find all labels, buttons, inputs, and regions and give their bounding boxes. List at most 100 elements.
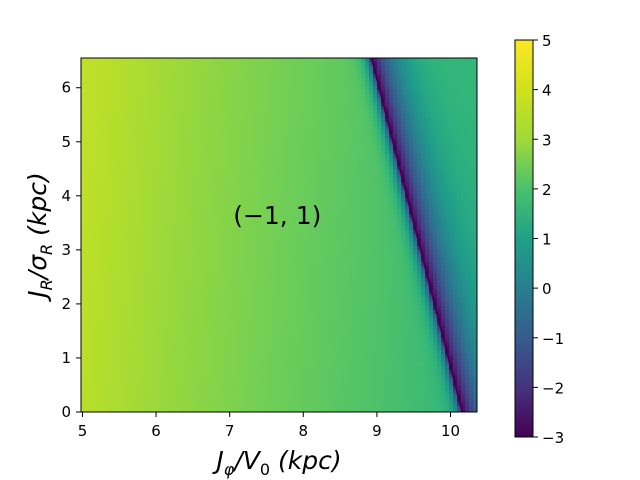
heatmap-cell	[137, 90, 142, 95]
heatmap-cell	[229, 78, 234, 83]
heatmap-cell	[121, 258, 126, 263]
heatmap-cell	[229, 82, 234, 87]
heatmap-cell	[289, 194, 294, 199]
heatmap-cell	[473, 150, 477, 155]
heatmap-cell	[93, 210, 98, 215]
heatmap-cell	[165, 110, 170, 115]
heatmap-cell	[201, 166, 206, 171]
heatmap-cell	[269, 246, 274, 251]
heatmap-cell	[201, 254, 206, 259]
heatmap-cell	[417, 122, 422, 127]
heatmap-cell	[333, 238, 338, 243]
heatmap-cell	[409, 166, 414, 171]
heatmap-cell	[253, 234, 258, 239]
heatmap-cell	[97, 114, 102, 119]
heatmap-cell	[397, 250, 402, 255]
heatmap-cell	[209, 146, 214, 151]
heatmap-cell	[253, 254, 258, 259]
heatmap-cell	[457, 146, 462, 151]
heatmap-cell	[397, 206, 402, 211]
heatmap-cell	[397, 150, 402, 155]
heatmap-cell	[369, 206, 374, 211]
heatmap-cell	[89, 98, 94, 103]
heatmap-cell	[121, 62, 126, 67]
heatmap-cell	[153, 146, 158, 151]
heatmap-cell	[341, 110, 346, 115]
heatmap-cell	[473, 250, 477, 255]
heatmap-cell	[309, 138, 314, 143]
heatmap-cell	[437, 226, 442, 231]
heatmap-cell	[205, 66, 210, 71]
heatmap-cell	[285, 190, 290, 195]
heatmap-cell	[161, 126, 166, 131]
heatmap-cell	[321, 106, 326, 111]
heatmap-cell	[213, 154, 218, 159]
heatmap-cell	[81, 86, 86, 91]
heatmap-cell	[117, 238, 122, 243]
heatmap-cell	[469, 250, 474, 255]
heatmap-cell	[233, 126, 238, 131]
heatmap-cell	[433, 150, 438, 155]
heatmap-cell	[305, 74, 310, 79]
heatmap-cell	[461, 214, 466, 219]
heatmap-cell	[109, 222, 114, 227]
heatmap-cell	[413, 206, 418, 211]
heatmap-cell	[465, 178, 470, 183]
heatmap-cell	[453, 90, 458, 95]
heatmap-cell	[313, 246, 318, 251]
heatmap-cell	[261, 174, 266, 179]
heatmap-cell	[333, 174, 338, 179]
heatmap-cell	[157, 90, 162, 95]
heatmap-cell	[169, 62, 174, 67]
heatmap-cell	[373, 62, 378, 67]
heatmap-cell	[381, 134, 386, 139]
heatmap-cell	[189, 162, 194, 167]
heatmap-cell	[381, 230, 386, 235]
heatmap-cell	[293, 210, 298, 215]
heatmap-cell	[389, 218, 394, 223]
heatmap-cell	[129, 110, 134, 115]
heatmap-cell	[121, 154, 126, 159]
heatmap-cell	[453, 86, 458, 91]
heatmap-cell	[185, 66, 190, 71]
heatmap-cell	[113, 142, 118, 147]
heatmap-cell	[369, 222, 374, 227]
heatmap-cell	[361, 194, 366, 199]
heatmap-cell	[117, 126, 122, 131]
heatmap-cell	[441, 142, 446, 147]
heatmap-cell	[281, 70, 286, 75]
heatmap-cell	[313, 146, 318, 151]
heatmap-cell	[413, 234, 418, 239]
heatmap-cell	[317, 146, 322, 151]
heatmap-cell	[309, 166, 314, 171]
heatmap-cell	[329, 146, 334, 151]
heatmap-cell	[449, 238, 454, 243]
heatmap-cell	[405, 126, 410, 131]
heatmap-cell	[421, 154, 426, 159]
heatmap-cell	[373, 238, 378, 243]
heatmap-cell	[201, 154, 206, 159]
heatmap-cell	[421, 90, 426, 95]
heatmap-cell	[233, 258, 238, 263]
heatmap-cell	[453, 178, 458, 183]
heatmap-cell	[117, 186, 122, 191]
heatmap-cell	[97, 154, 102, 159]
heatmap-cell	[389, 102, 394, 107]
heatmap-cell	[305, 150, 310, 155]
heatmap-cell	[181, 206, 186, 211]
heatmap-cell	[333, 166, 338, 171]
heatmap-cell	[405, 154, 410, 159]
heatmap-cell	[285, 114, 290, 119]
heatmap-cell	[249, 106, 254, 111]
heatmap-cell	[141, 78, 146, 83]
heatmap-cell	[449, 230, 454, 235]
heatmap-cell	[209, 178, 214, 183]
heatmap-cell	[97, 62, 102, 67]
heatmap-cell	[233, 162, 238, 167]
heatmap-cell	[185, 146, 190, 151]
heatmap-cell	[293, 182, 298, 187]
heatmap-cell	[161, 182, 166, 187]
heatmap-cell	[349, 154, 354, 159]
heatmap-cell	[225, 170, 230, 175]
heatmap-cell	[125, 202, 130, 207]
